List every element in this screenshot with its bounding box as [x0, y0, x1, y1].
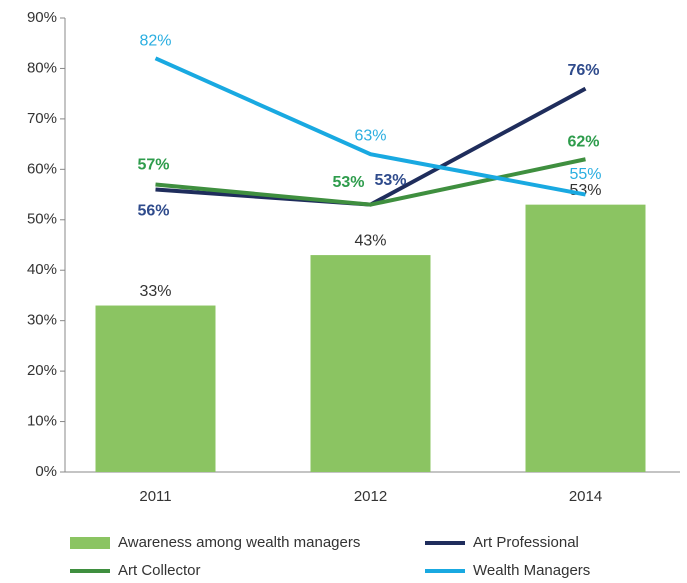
y-tick-label: 50% — [27, 211, 57, 228]
legend-label: Art Professional — [473, 534, 579, 551]
y-tick-label: 0% — [35, 463, 57, 480]
line-value-label: 53% — [374, 172, 406, 189]
y-tick-label: 60% — [27, 160, 57, 177]
bar — [95, 305, 216, 472]
y-tick-label: 90% — [27, 9, 57, 26]
line-value-label: 57% — [137, 157, 169, 174]
legend-swatch — [70, 537, 110, 549]
legend-label: Art Collector — [118, 562, 201, 579]
line-series — [155, 157, 586, 207]
y-tick-label: 40% — [27, 261, 57, 278]
bar — [525, 204, 646, 472]
x-tick-label: 2014 — [569, 488, 602, 505]
line-value-label: 53% — [332, 174, 364, 191]
bar-value-label: 43% — [354, 232, 386, 249]
y-tick-label: 70% — [27, 110, 57, 127]
line-value-label: 62% — [567, 133, 599, 150]
x-tick-label: 2011 — [139, 488, 171, 505]
y-tick-label: 30% — [27, 312, 57, 329]
line-value-label: 63% — [354, 127, 386, 144]
bar-value-label: 33% — [139, 283, 171, 300]
line-value-label: 82% — [139, 33, 171, 50]
legend-label: Awareness among wealth managers — [118, 534, 360, 551]
line-series — [155, 86, 587, 207]
line-value-label: 56% — [137, 203, 169, 220]
bar — [310, 255, 431, 472]
line-series — [154, 56, 586, 197]
y-tick-label: 80% — [27, 59, 57, 76]
bar-value-label: 53% — [569, 182, 601, 199]
legend-label: Wealth Managers — [473, 562, 590, 579]
x-tick-label: 2012 — [354, 488, 387, 505]
line-value-label: 55% — [569, 166, 601, 183]
y-tick-label: 10% — [27, 413, 57, 430]
line-value-label: 76% — [567, 62, 599, 79]
y-tick-label: 20% — [27, 362, 57, 379]
